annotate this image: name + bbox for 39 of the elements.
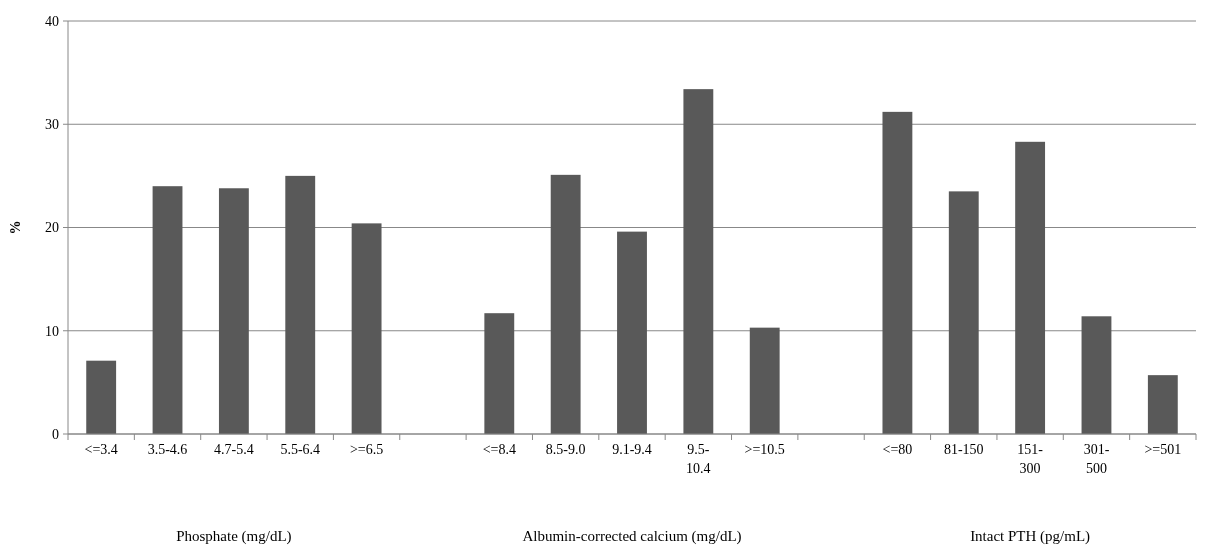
- x-tick-label: 3.5-4.6: [147, 442, 188, 457]
- x-tick-label: 151- 300: [1017, 442, 1044, 476]
- text: Intact PTH (pg/mL): [970, 528, 1091, 545]
- bar: [484, 313, 515, 434]
- bar: [550, 174, 581, 434]
- text: Albumin-corrected calcium (mg/dL): [522, 528, 742, 545]
- x-tick-label: <=3.4: [84, 442, 118, 457]
- y-tick-label: 20: [45, 220, 59, 236]
- bar: [351, 223, 382, 434]
- x-tick-label: 301- 500: [1083, 442, 1110, 476]
- x-tick-label: 9.5- 10.4: [686, 442, 711, 476]
- text: Phosphate (mg/dL): [176, 528, 292, 545]
- x-tick-label: 81-150: [943, 442, 984, 457]
- x-tick-label: 5.5-6.4: [280, 442, 321, 457]
- bar: [1147, 375, 1178, 434]
- x-tick-label: 4.7-5.4: [214, 442, 254, 457]
- x-tick-label: <=8.4: [482, 442, 516, 457]
- bar: [218, 188, 249, 434]
- x-tick-label: >=10.5: [744, 442, 785, 457]
- x-tick-label: <=80: [882, 442, 913, 457]
- bar: [285, 175, 316, 434]
- bar: [948, 191, 979, 434]
- bar: [749, 327, 780, 434]
- y-tick-label: 40: [45, 13, 59, 29]
- bar: [86, 360, 117, 434]
- y-axis-title: %: [8, 220, 23, 235]
- y-tick-label: 0: [52, 426, 59, 442]
- x-tick-label: >=501: [1144, 442, 1182, 457]
- bar: [1081, 316, 1112, 434]
- bar: [882, 111, 913, 434]
- bar: [1015, 141, 1046, 434]
- bar: [152, 186, 183, 434]
- y-tick-label: 10: [45, 323, 59, 339]
- y-tick-label: 30: [45, 117, 59, 133]
- x-tick-label: >=6.5: [349, 442, 384, 457]
- x-tick-label: 8.5-9.0: [545, 442, 586, 457]
- bar: [683, 89, 714, 434]
- bar: [617, 231, 647, 434]
- x-tick-label: 9.1-9.4: [612, 442, 652, 457]
